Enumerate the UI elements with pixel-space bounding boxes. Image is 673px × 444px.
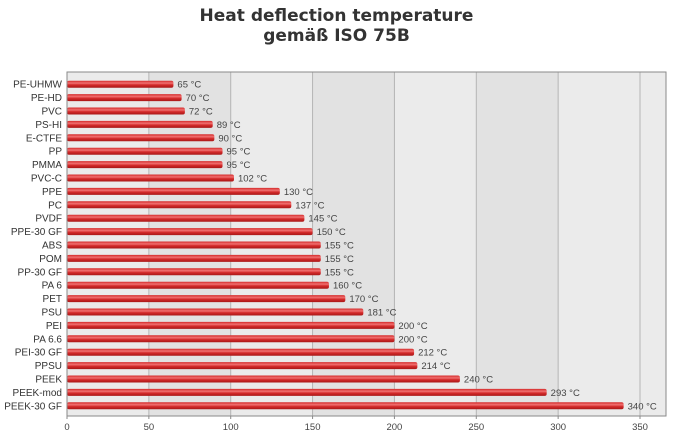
bar — [67, 174, 234, 182]
value-label: 90 °C — [218, 133, 242, 144]
category-label: PMMA — [32, 160, 62, 171]
plot-frame — [66, 71, 667, 417]
category-label: PEEK — [35, 375, 62, 386]
bar — [67, 241, 321, 249]
value-label: 160 °C — [333, 281, 362, 292]
x-tick-label: 250 — [468, 422, 484, 433]
value-label: 200 °C — [398, 321, 427, 332]
value-label: 155 °C — [325, 267, 354, 278]
x-tick-label: 350 — [632, 422, 648, 433]
bar — [67, 107, 185, 115]
bar — [67, 375, 460, 383]
x-tick-label: 0 — [64, 422, 69, 433]
value-label: 65 °C — [177, 80, 201, 91]
x-tick-label: 150 — [305, 422, 321, 433]
bar — [67, 308, 364, 316]
category-label: PC — [48, 200, 62, 211]
bar — [67, 388, 547, 396]
category-label: PVC-C — [31, 174, 62, 185]
x-tick-label: 200 — [386, 422, 402, 433]
bar — [67, 268, 321, 276]
value-label: 340 °C — [628, 401, 657, 412]
value-label: 70 °C — [186, 93, 210, 104]
bar — [67, 228, 313, 236]
value-label: 200 °C — [398, 334, 427, 345]
grid-band — [476, 72, 559, 416]
value-label: 95 °C — [227, 160, 251, 171]
category-label: ABS — [42, 241, 62, 252]
category-label: PEEK-mod — [13, 388, 62, 399]
grid-band — [312, 72, 395, 416]
title-line-1: Heat deflection temperature — [199, 6, 474, 26]
category-label: PVC — [41, 107, 62, 118]
category-label: PPSU — [35, 361, 62, 372]
category-label: PEI — [46, 321, 62, 332]
bar — [67, 362, 418, 370]
value-label: 150 °C — [317, 227, 346, 238]
value-label: 130 °C — [284, 187, 313, 198]
category-label: PP-30 GF — [18, 267, 62, 278]
x-tick-label: 50 — [144, 422, 155, 433]
category-label: PET — [43, 294, 62, 305]
value-label: 95 °C — [227, 147, 251, 158]
category-label: PEI-30 GF — [15, 348, 62, 359]
value-label: 212 °C — [418, 348, 447, 359]
bar — [67, 80, 174, 88]
bar — [67, 134, 215, 142]
category-label: E-CTFE — [26, 133, 62, 144]
x-tick-label: 100 — [223, 422, 239, 433]
value-label: 170 °C — [349, 294, 378, 305]
value-label: 137 °C — [295, 200, 324, 211]
category-label: PSU — [41, 308, 62, 319]
bar — [67, 254, 321, 262]
category-label: PPE — [42, 187, 62, 198]
value-label: 145 °C — [308, 214, 337, 225]
bar — [67, 281, 329, 289]
category-label: PE-UHMW — [13, 80, 62, 91]
bar — [67, 348, 415, 356]
bar — [67, 147, 223, 155]
value-label: 155 °C — [325, 241, 354, 252]
category-label: PS-HI — [35, 120, 62, 131]
value-label: 72 °C — [189, 107, 213, 118]
category-label: PPE-30 GF — [11, 227, 62, 238]
category-label: PEEK-30 GF — [4, 401, 62, 412]
bar — [67, 187, 280, 195]
category-label: POM — [39, 254, 62, 265]
chart-title: Heat deflection temperature gemäß ISO 75… — [0, 6, 673, 46]
value-label: 293 °C — [551, 388, 580, 399]
value-label: 240 °C — [464, 375, 493, 386]
value-label: 181 °C — [367, 308, 396, 319]
value-label: 89 °C — [217, 120, 241, 131]
category-label: PVDF — [35, 214, 62, 225]
category-label: PP — [49, 147, 63, 158]
category-label: PA 6 — [42, 281, 63, 292]
category-label: PE-HD — [31, 93, 62, 104]
bar — [67, 120, 213, 128]
category-label: PA 6.6 — [33, 334, 62, 345]
value-label: 102 °C — [238, 174, 267, 185]
bar — [67, 214, 305, 222]
title-line-2: gemäß ISO 75B — [263, 26, 410, 46]
bar — [67, 295, 346, 303]
bar — [67, 402, 624, 410]
bar — [67, 161, 223, 169]
bar — [67, 335, 395, 343]
bar — [67, 201, 292, 209]
x-tick-label: 300 — [550, 422, 566, 433]
value-label: 155 °C — [325, 254, 354, 265]
value-label: 214 °C — [421, 361, 450, 372]
bar — [67, 321, 395, 329]
bar — [67, 94, 182, 102]
